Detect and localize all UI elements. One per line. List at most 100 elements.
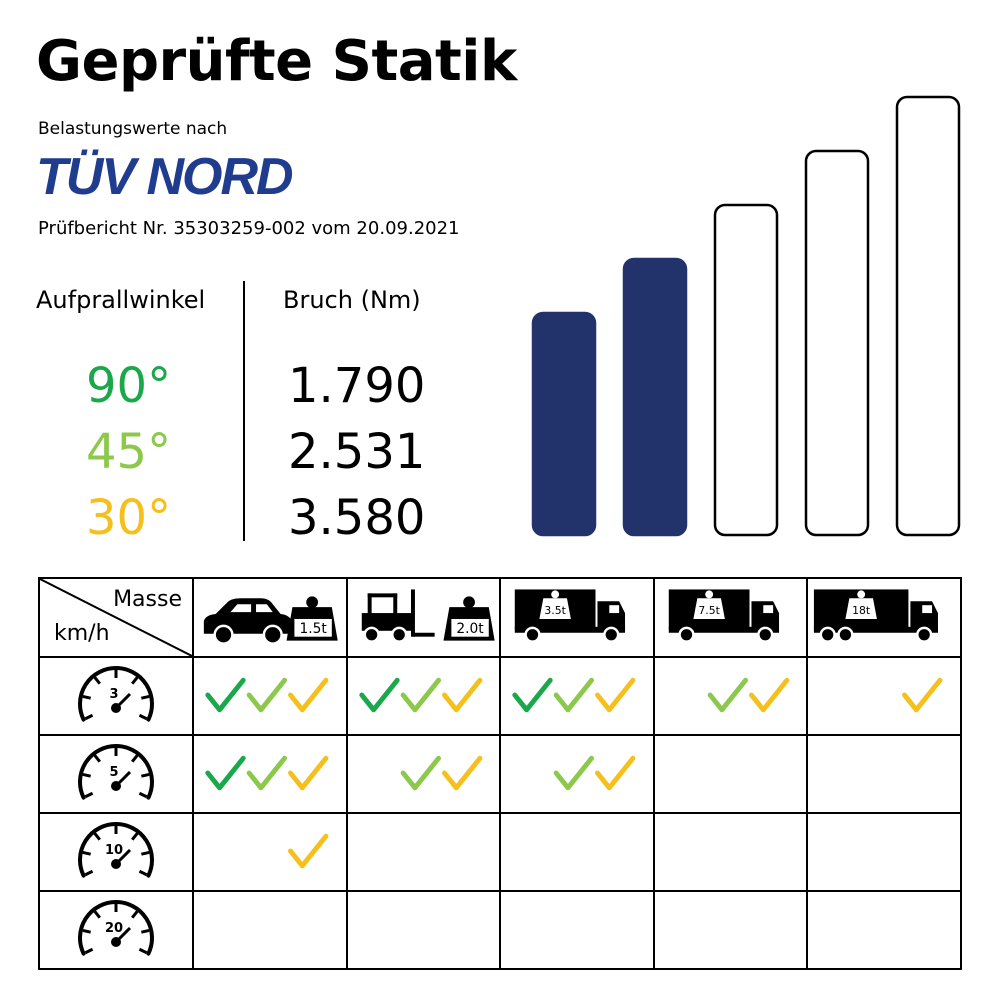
check-cell [806, 656, 962, 736]
check-group [655, 892, 807, 968]
speed-label: km/h [54, 621, 110, 646]
vehicle-weight-label: 1.5t [299, 621, 327, 637]
break-value-30: 3.580 [288, 490, 426, 546]
check-30 [288, 755, 329, 791]
check-group [553, 755, 636, 791]
truck-icon [814, 589, 939, 643]
speed-value: 10 [105, 843, 123, 858]
check-group [501, 814, 653, 890]
rating-bar-5-empty [895, 95, 961, 537]
vehicle-weight-label: 18t [853, 604, 871, 617]
speed-row-10: 10 [38, 812, 962, 892]
forklift-icon [361, 589, 435, 643]
truck-icon [668, 589, 779, 643]
speedometer-icon: 3 [78, 666, 154, 722]
speedometer-icon: 20 [78, 900, 154, 956]
subtitle: Belastungswerte nach [38, 119, 228, 139]
check-30 [595, 755, 636, 791]
speed-cell: 10 [38, 812, 194, 892]
angle-90: 90° [86, 358, 172, 414]
check-30 [288, 833, 329, 869]
check-cell [499, 734, 655, 814]
speed-row-5: 5 [38, 734, 962, 814]
check-cell [192, 812, 348, 892]
check-cell [652, 734, 809, 814]
check-45 [707, 677, 748, 713]
rating-bar-1-filled [531, 311, 597, 537]
vehicle-weight-label: 2.0t [456, 621, 484, 637]
check-cell [652, 656, 809, 736]
check-group [288, 833, 329, 869]
check-cell [806, 890, 962, 970]
check-45 [246, 677, 288, 713]
check-cell [192, 734, 348, 814]
check-45 [553, 677, 595, 713]
check-30 [441, 677, 482, 713]
check-group [194, 892, 346, 968]
vehicle-header-4: 7.5t [652, 577, 809, 658]
rating-bar-3-empty [713, 203, 779, 537]
mass-label: Masse [113, 587, 182, 612]
check-90 [512, 677, 553, 713]
check-30 [595, 677, 636, 713]
tuv-nord-logo: TÜV NORD [36, 148, 294, 206]
check-cell [652, 812, 809, 892]
speed-cell: 5 [38, 734, 194, 814]
truck-icon: 3.5t [514, 589, 626, 643]
strength-rating-bars [531, 95, 961, 537]
page-title: Geprüfte Statik [36, 29, 517, 94]
speed-cell: 3 [38, 656, 194, 736]
break-value-90: 1.790 [288, 358, 426, 414]
vehicle-header-3: 3.5t [499, 577, 655, 658]
check-45 [400, 677, 441, 713]
check-group [205, 677, 329, 713]
vehicle-weight-label: 3.5t [545, 604, 566, 617]
check-group [808, 736, 960, 812]
check-cell [345, 812, 502, 892]
vehicle-header-2: 2.0t [345, 577, 502, 658]
check-cell [499, 890, 655, 970]
check-30 [748, 677, 790, 713]
car-icon: 1.5t [203, 596, 338, 645]
check-group [400, 755, 482, 791]
check-90 [358, 677, 400, 713]
check-cell [806, 812, 962, 892]
check-90 [205, 755, 246, 791]
angle-30: 30° [86, 490, 172, 546]
forklift-icon: 2.0t [361, 589, 495, 643]
check-group [205, 755, 329, 791]
vehicle-header-1: 1.5t [192, 577, 348, 658]
check-cell [345, 734, 502, 814]
truck-icon [514, 589, 626, 643]
check-group [348, 892, 500, 968]
rating-bar-4-empty [804, 149, 870, 537]
angle-column-header: Aufprallwinkel [36, 286, 206, 314]
vehicle-weight-label: 7.5t [698, 604, 719, 617]
speedometer-icon: 10 [78, 822, 154, 878]
corner-diagonal [40, 579, 192, 656]
check-group [808, 892, 960, 968]
check-group [512, 677, 636, 713]
check-cell [499, 656, 655, 736]
speed-row-20: 20 [38, 890, 962, 970]
report-reference: Prüfbericht Nr. 35303259-002 vom 20.09.2… [38, 218, 460, 239]
check-45 [400, 755, 441, 791]
check-30 [288, 677, 329, 713]
check-45 [246, 755, 288, 791]
check-30 [441, 755, 482, 791]
corner-cell: Masse km/h [38, 577, 194, 658]
speedometer-arc [78, 744, 154, 800]
speed-value: 5 [109, 765, 118, 780]
check-cell [806, 734, 962, 814]
check-group [707, 677, 790, 713]
check-30 [902, 677, 943, 713]
check-group [655, 736, 807, 812]
rating-bar-2-filled [622, 257, 688, 537]
check-cell [345, 656, 502, 736]
speedometer-arc [78, 666, 154, 722]
speed-value: 3 [109, 687, 118, 702]
truck-icon: 18t [814, 589, 939, 643]
check-cell [192, 890, 348, 970]
check-group [902, 677, 943, 713]
check-group [655, 814, 807, 890]
